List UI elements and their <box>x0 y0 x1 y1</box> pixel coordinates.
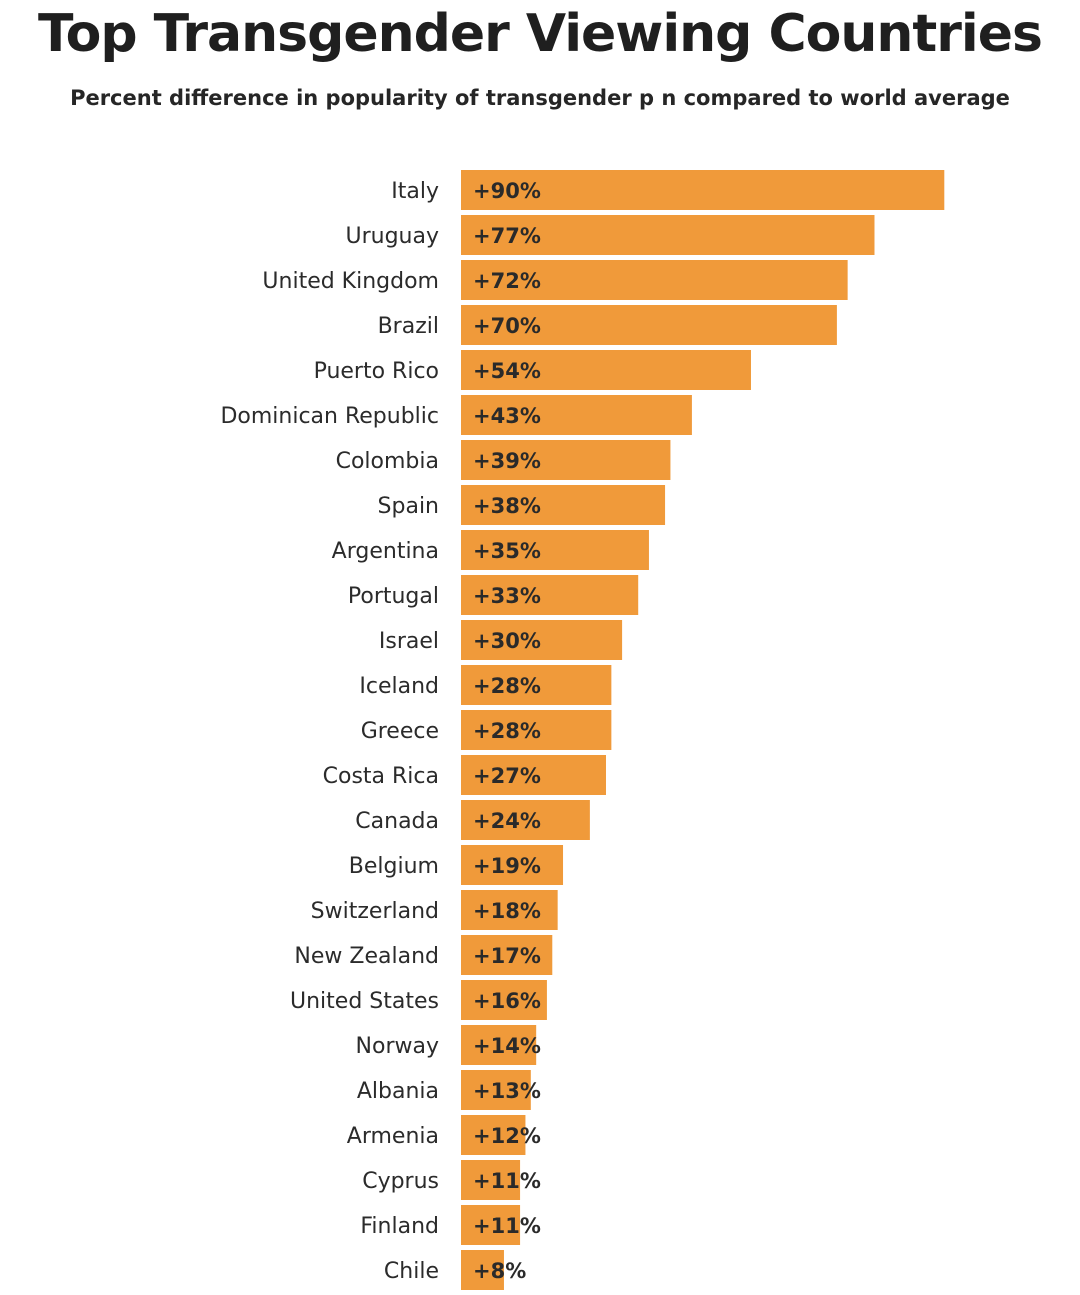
bar-portugal <box>461 575 639 615</box>
value-label-norway: +14% <box>473 1034 541 1058</box>
value-label-uruguay: +77% <box>473 224 541 248</box>
bar-united-kingdom <box>461 260 848 300</box>
bar-italy <box>461 170 945 210</box>
category-labels: Italy Uruguay United Kingdom Brazil Puerto R… <box>220 179 439 1284</box>
category-label-albania: Albania <box>357 1079 439 1104</box>
category-label-colombia: Colombia <box>336 449 439 474</box>
category-label-israel: Israel <box>379 629 439 654</box>
bar-argentina <box>461 530 649 570</box>
category-label-argentina: Argentina <box>332 539 439 564</box>
value-label-dominican-republic: +43% <box>473 404 541 428</box>
bar-united-states <box>461 980 547 1020</box>
bar-norway <box>461 1025 537 1065</box>
bar-iceland <box>461 665 612 705</box>
bar-albania <box>461 1070 531 1110</box>
value-label-chile: +8% <box>473 1259 526 1283</box>
value-label-colombia: +39% <box>473 449 541 473</box>
value-label-albania: +13% <box>473 1079 541 1103</box>
value-label-switzerland: +18% <box>473 899 541 923</box>
bar-belgium <box>461 845 564 885</box>
value-label-iceland: +28% <box>473 674 541 698</box>
category-label-brazil: Brazil <box>378 314 439 339</box>
category-label-switzerland: Switzerland <box>311 899 439 924</box>
bars <box>461 170 945 1290</box>
bar-new-zealand <box>461 935 553 975</box>
bar-cyprus <box>461 1160 521 1200</box>
category-label-cyprus: Cyprus <box>362 1169 439 1194</box>
bar-switzerland <box>461 890 558 930</box>
value-label-armenia: +12% <box>473 1124 541 1148</box>
value-label-new-zealand: +17% <box>473 944 541 968</box>
bar-uruguay <box>461 215 875 255</box>
bar-israel <box>461 620 623 660</box>
category-label-finland: Finland <box>360 1214 439 1239</box>
category-label-new-zealand: New Zealand <box>294 944 439 969</box>
category-label-armenia: Armenia <box>347 1124 439 1149</box>
bar-chile <box>461 1250 504 1290</box>
value-label-united-states: +16% <box>473 989 541 1013</box>
value-label-united-kingdom: +72% <box>473 269 541 293</box>
category-label-italy: Italy <box>391 179 439 204</box>
bar-costa-rica <box>461 755 606 795</box>
bar-finland <box>461 1205 521 1245</box>
bar-canada <box>461 800 590 840</box>
value-label-greece: +28% <box>473 719 541 743</box>
bar-brazil <box>461 305 837 345</box>
category-label-dominican-republic: Dominican Republic <box>220 404 439 429</box>
category-label-portugal: Portugal <box>348 584 439 609</box>
value-label-argentina: +35% <box>473 539 541 563</box>
category-label-chile: Chile <box>384 1259 439 1284</box>
value-label-spain: +38% <box>473 494 541 518</box>
bar-colombia <box>461 440 671 480</box>
category-label-united-kingdom: United Kingdom <box>262 269 439 294</box>
bar-puerto-rico <box>461 350 751 390</box>
value-label-belgium: +19% <box>473 854 541 878</box>
bar-spain <box>461 485 666 525</box>
category-label-uruguay: Uruguay <box>346 224 440 249</box>
value-label-brazil: +70% <box>473 314 541 338</box>
value-label-portugal: +33% <box>473 584 541 608</box>
chart-title: Top Transgender Viewing Countries <box>38 4 1043 64</box>
value-label-puerto-rico: +54% <box>473 359 541 383</box>
category-label-iceland: Iceland <box>359 674 439 699</box>
category-label-canada: Canada <box>355 809 439 834</box>
bar-armenia <box>461 1115 526 1155</box>
category-label-costa-rica: Costa Rica <box>323 764 439 789</box>
category-label-greece: Greece <box>361 719 439 744</box>
bar-dominican-republic <box>461 395 692 435</box>
value-label-italy: +90% <box>473 179 541 203</box>
value-label-cyprus: +11% <box>473 1169 541 1193</box>
value-label-israel: +30% <box>473 629 541 653</box>
category-label-united-states: United States <box>290 989 439 1014</box>
category-label-spain: Spain <box>378 494 439 519</box>
chart-subtitle: Percent difference in popularity of tran… <box>70 86 1010 110</box>
value-label-finland: +11% <box>473 1214 541 1238</box>
value-label-costa-rica: +27% <box>473 764 541 788</box>
bar-greece <box>461 710 612 750</box>
category-label-belgium: Belgium <box>349 854 439 879</box>
value-label-canada: +24% <box>473 809 541 833</box>
category-label-puerto-rico: Puerto Rico <box>314 359 439 384</box>
value-labels: +90% +77% +72% +70% +54% +43% +39% +38% +35% +33%… <box>473 179 541 1283</box>
category-label-norway: Norway <box>356 1034 439 1059</box>
